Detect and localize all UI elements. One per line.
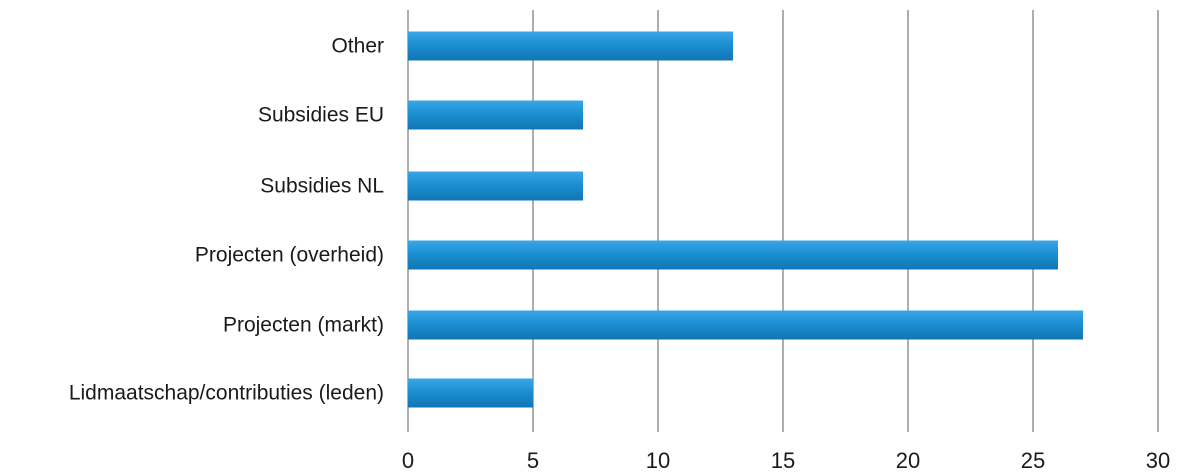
bar-5 xyxy=(408,378,533,408)
bar-2 xyxy=(408,171,583,201)
category-label-4: Projecten (markt) xyxy=(223,314,384,337)
x-tick-label-10: 10 xyxy=(646,448,670,473)
bars xyxy=(408,31,1083,408)
category-label-2: Subsidies NL xyxy=(260,175,384,198)
grid-lines xyxy=(407,10,1159,432)
category-label-1: Subsidies EU xyxy=(258,104,384,127)
bar-1 xyxy=(408,100,583,130)
x-tick-label-30: 30 xyxy=(1146,448,1170,473)
x-tick-label-20: 20 xyxy=(896,448,920,473)
x-tick-label-25: 25 xyxy=(1021,448,1045,473)
bar-3 xyxy=(408,240,1058,270)
category-label-3: Projecten (overheid) xyxy=(195,244,384,267)
x-tick-label-0: 0 xyxy=(402,448,414,473)
bar-0 xyxy=(408,31,733,61)
category-label-5: Lidmaatschap/contributies (leden) xyxy=(69,382,384,405)
tick-labels: 0 5 10 15 20 25 30 xyxy=(402,448,1170,473)
x-tick-label-15: 15 xyxy=(771,448,795,473)
x-tick-label-5: 5 xyxy=(527,448,539,473)
category-labels: Other Subsidies EU Subsidies NL Projecten (… xyxy=(69,35,384,405)
bar-4 xyxy=(408,310,1083,340)
category-label-0: Other xyxy=(331,35,384,58)
